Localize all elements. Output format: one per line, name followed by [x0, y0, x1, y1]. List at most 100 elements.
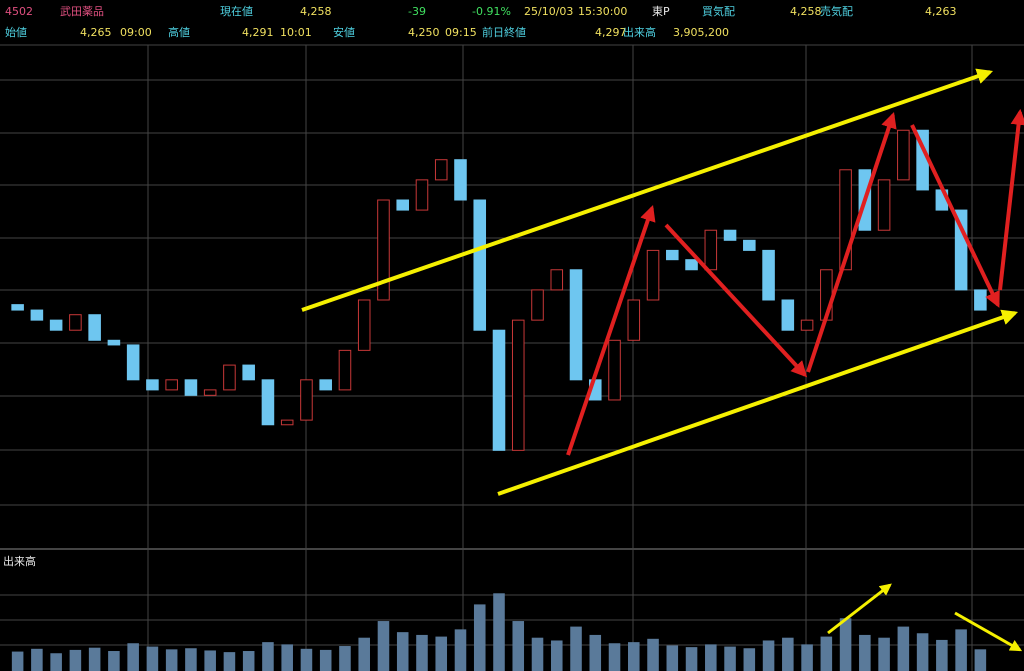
value: 4,263 — [925, 5, 957, 18]
candle — [396, 199, 410, 211]
volume-bar — [339, 646, 351, 671]
volume-bar — [608, 643, 621, 671]
candle — [338, 349, 352, 391]
volume-bar — [801, 644, 813, 671]
candle — [126, 344, 140, 381]
candle — [646, 249, 660, 301]
volume-bar — [493, 593, 505, 671]
volume-bar — [204, 650, 216, 671]
volume-bar — [878, 637, 890, 671]
volume-bar — [936, 639, 948, 671]
header: 4502 武田薬品 現在値 4,258 -39 -0.91% 25/10/03 … — [5, 4, 957, 39]
volume-bar — [897, 626, 910, 671]
candle — [49, 319, 63, 331]
label: 買気配 — [702, 4, 735, 18]
candle — [415, 179, 429, 211]
candle — [377, 199, 390, 301]
volume-bar — [531, 637, 544, 671]
candle — [877, 179, 891, 231]
volume-bar — [377, 621, 390, 671]
value: 09:00 — [120, 26, 152, 39]
value: 4,297 — [595, 26, 627, 39]
value: 4,258 — [790, 5, 822, 18]
candle — [261, 379, 275, 426]
candle — [454, 159, 467, 201]
candle — [974, 289, 987, 311]
grid — [0, 44, 1024, 671]
volume-bar — [628, 642, 640, 671]
value: 4,265 — [80, 26, 112, 39]
candle — [492, 329, 506, 451]
candle — [781, 299, 795, 331]
volume-bar — [955, 629, 967, 671]
candle — [762, 249, 775, 301]
volume-bar — [473, 604, 486, 671]
candle — [203, 389, 217, 396]
value: 4,258 — [300, 5, 332, 18]
volume-bar — [916, 633, 929, 671]
volume-bar — [974, 649, 987, 671]
volume-bar — [11, 651, 24, 671]
volume-bar — [724, 646, 736, 671]
candle — [723, 229, 737, 241]
candle — [531, 289, 544, 321]
candle — [242, 364, 255, 381]
value: -39 — [408, 5, 426, 18]
value: 4,250 — [408, 26, 440, 39]
label: 高値 — [168, 25, 190, 39]
volume-bar — [589, 634, 602, 671]
candle — [473, 199, 487, 331]
volume-bar — [396, 632, 409, 671]
candle — [511, 319, 525, 451]
volume-bar — [685, 647, 698, 671]
candle — [666, 249, 679, 261]
candle — [608, 339, 621, 401]
value: 25/10/03 — [524, 5, 573, 18]
code: 4502 — [5, 5, 33, 18]
volume-bar — [165, 649, 178, 671]
candle — [146, 379, 159, 391]
candle — [685, 259, 698, 271]
candle — [30, 309, 44, 321]
volume-bar — [127, 643, 139, 671]
candle — [107, 339, 121, 346]
candle — [319, 379, 332, 391]
value: -0.91% — [472, 5, 511, 18]
candle — [704, 229, 718, 271]
candle — [434, 159, 448, 181]
volume-bar — [666, 645, 679, 671]
volume-bar — [859, 634, 871, 671]
volume-bar — [550, 640, 563, 671]
volume-bar — [705, 644, 717, 671]
volume-bar — [358, 637, 370, 671]
value: 東P — [652, 5, 670, 18]
plot — [11, 129, 987, 671]
volume-bar — [185, 648, 197, 671]
volume-bar — [319, 649, 332, 671]
candle — [184, 379, 198, 396]
candle — [954, 209, 968, 291]
volume-bar — [782, 637, 794, 671]
volume-bar — [839, 618, 852, 671]
volume-bar — [146, 646, 159, 671]
candle — [300, 379, 313, 421]
label: 始値 — [5, 25, 27, 39]
candle — [11, 304, 24, 311]
volume-bar — [743, 648, 756, 671]
candle — [569, 269, 583, 381]
candle — [88, 314, 101, 341]
volume-bar — [262, 642, 274, 671]
volume-bar — [223, 652, 236, 671]
panel-label: 出来高 — [3, 554, 36, 568]
candle — [627, 299, 641, 341]
candle — [357, 299, 371, 351]
value: 10:01 — [280, 26, 312, 39]
volume-bar — [281, 644, 293, 671]
candle — [897, 129, 910, 181]
label: 出来高 — [623, 25, 656, 39]
candle — [839, 169, 852, 271]
value: 09:15 — [445, 26, 477, 39]
annotations — [301, 68, 1024, 652]
volume-bar — [50, 653, 62, 671]
